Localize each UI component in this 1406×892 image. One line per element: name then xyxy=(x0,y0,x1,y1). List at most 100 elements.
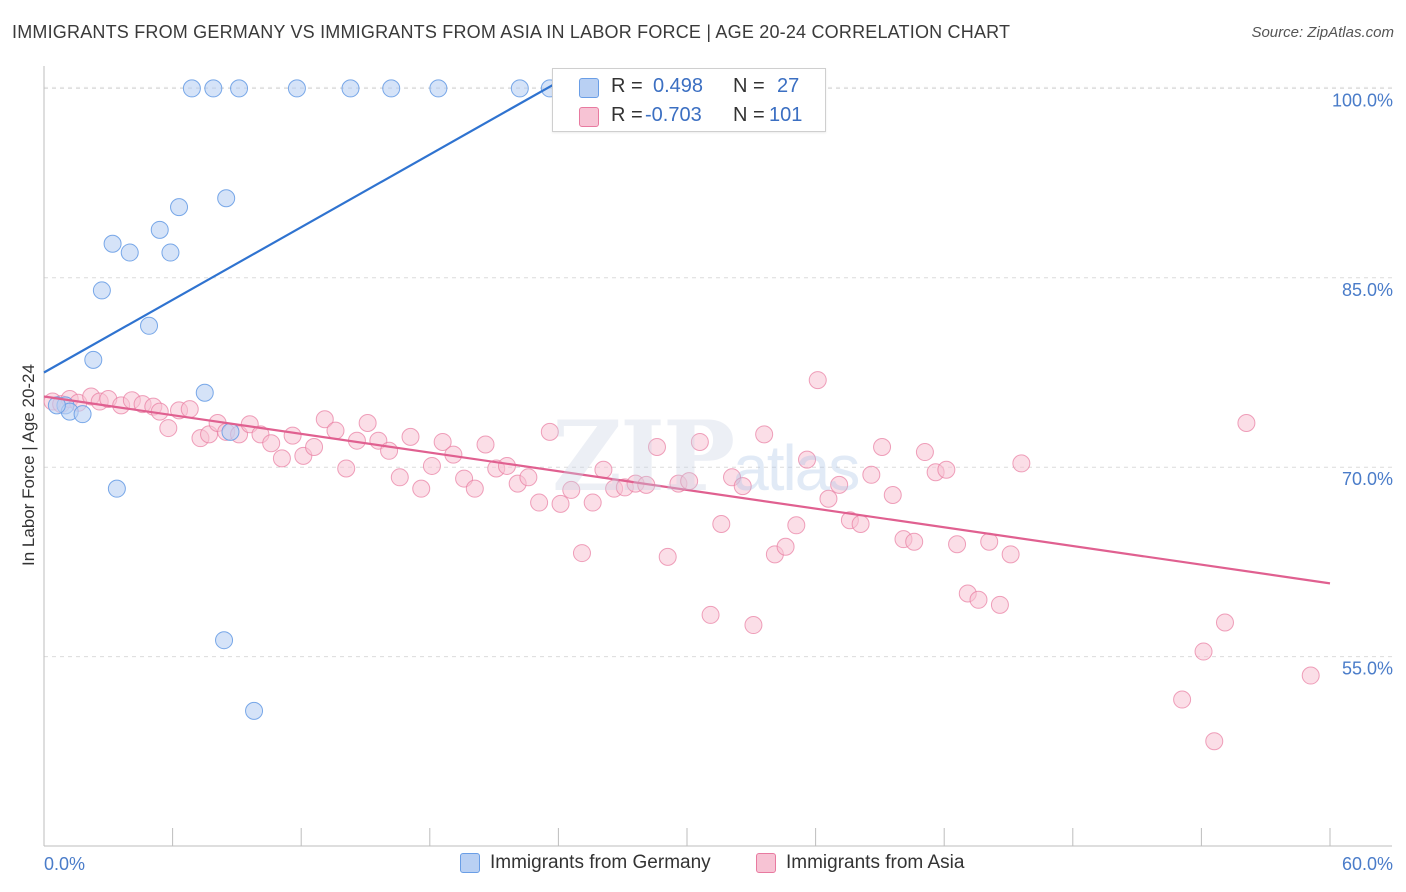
asia-point xyxy=(465,479,484,498)
germany-point xyxy=(103,234,122,253)
asia-point xyxy=(476,435,495,454)
y-tick-label: 100.0% xyxy=(1332,90,1393,110)
germany-trend-line xyxy=(43,74,570,374)
germany-point xyxy=(230,79,249,98)
grid-lines xyxy=(44,86,1392,658)
asia-point xyxy=(733,477,752,496)
axes xyxy=(43,66,1392,847)
asia-swatch xyxy=(579,107,599,127)
germany-point xyxy=(170,198,189,217)
germany-point xyxy=(182,79,201,98)
asia-point xyxy=(798,450,817,469)
asia-point xyxy=(358,414,377,433)
asia-point xyxy=(690,432,709,451)
germany-n-value: 27 xyxy=(777,75,800,97)
germany-point xyxy=(161,243,180,262)
asia-legend-swatch xyxy=(756,853,776,873)
germany-point xyxy=(221,422,240,441)
trend-lines xyxy=(43,74,1331,585)
x-tick-label-max: 60.0% xyxy=(1342,854,1393,874)
source-label: Source: ZipAtlas.com xyxy=(1251,24,1394,41)
germany-point xyxy=(287,79,306,98)
asia-point xyxy=(969,590,988,609)
asia-point xyxy=(787,516,806,535)
germany-point xyxy=(140,316,159,335)
asia-trend-line xyxy=(43,395,1331,585)
asia-point xyxy=(283,426,302,445)
asia-point xyxy=(647,438,666,457)
germany-point xyxy=(73,405,92,424)
asia-point xyxy=(401,427,420,446)
asia-point xyxy=(862,465,881,484)
asia-point xyxy=(830,475,849,494)
y-tick-label: 70.0% xyxy=(1342,469,1393,489)
asia-point xyxy=(497,456,516,475)
asia-point xyxy=(433,432,452,451)
asia-point xyxy=(272,449,291,468)
germany-point xyxy=(195,383,214,402)
germany-point xyxy=(92,281,111,300)
germany-point xyxy=(245,701,264,720)
asia-point xyxy=(315,410,334,429)
y-axis-title: In Labor Force | Age 20-24 xyxy=(19,364,38,566)
tick-labels: 55.0% 70.0% 85.0% 100.0% 0.0% 60.0% xyxy=(44,90,1393,874)
asia-point xyxy=(180,400,199,419)
asia-point xyxy=(422,456,441,475)
germany-r-value: 0.498 xyxy=(653,75,704,97)
asia-legend-label: Immigrants from Asia xyxy=(786,852,965,873)
n-label: N = xyxy=(733,75,765,97)
legend-item-asia[interactable]: Immigrants from Asia xyxy=(756,852,964,874)
germany-point xyxy=(382,79,401,98)
y-tick-label: 85.0% xyxy=(1342,280,1393,300)
germany-points xyxy=(47,79,559,720)
germany-point xyxy=(429,79,448,98)
correlation-legend: R = 0.498 N = 27 R = -0.703 N = 101 xyxy=(552,68,826,132)
asia-point xyxy=(937,460,956,479)
asia-point xyxy=(1194,642,1213,661)
asia-point xyxy=(1173,690,1192,709)
asia-point xyxy=(755,425,774,444)
asia-point xyxy=(337,459,356,478)
germany-point xyxy=(120,243,139,262)
asia-point xyxy=(562,480,581,499)
asia-point xyxy=(305,438,324,457)
asia-point xyxy=(583,493,602,512)
asia-point xyxy=(390,468,409,487)
asia-point xyxy=(326,421,345,440)
watermark: ZIPatlas xyxy=(552,400,860,513)
asia-point xyxy=(701,605,720,624)
germany-point xyxy=(84,350,103,369)
germany-point xyxy=(150,220,169,239)
asia-n-value: 101 xyxy=(769,104,803,126)
germany-swatch xyxy=(579,78,599,98)
asia-point xyxy=(262,434,281,453)
germany-point xyxy=(204,79,223,98)
series-legend: Immigrants from Germany Immigrants from … xyxy=(0,852,1406,878)
asia-point xyxy=(530,493,549,512)
r-label: R = xyxy=(611,75,643,97)
asia-point xyxy=(744,616,763,635)
germany-point xyxy=(107,479,126,498)
x-tick-label-min: 0.0% xyxy=(44,854,85,874)
asia-point xyxy=(1301,666,1320,685)
asia-point xyxy=(658,547,677,566)
asia-point xyxy=(851,515,870,534)
asia-point xyxy=(948,535,967,554)
asia-r-value: -0.703 xyxy=(645,104,702,126)
germany-legend-swatch xyxy=(460,853,480,873)
germany-point xyxy=(215,631,234,650)
asia-point xyxy=(540,422,559,441)
y-tick-label: 55.0% xyxy=(1342,659,1393,679)
germany-point xyxy=(47,396,66,415)
asia-point xyxy=(572,544,591,563)
asia-point xyxy=(1205,732,1224,751)
asia-point xyxy=(819,489,838,508)
legend-item-germany[interactable]: Immigrants from Germany xyxy=(460,852,711,874)
asia-point xyxy=(915,443,934,462)
germany-point xyxy=(510,79,529,98)
asia-point xyxy=(551,494,570,513)
asia-point xyxy=(873,438,892,457)
asia-point xyxy=(519,468,538,487)
asia-point xyxy=(1215,613,1234,632)
